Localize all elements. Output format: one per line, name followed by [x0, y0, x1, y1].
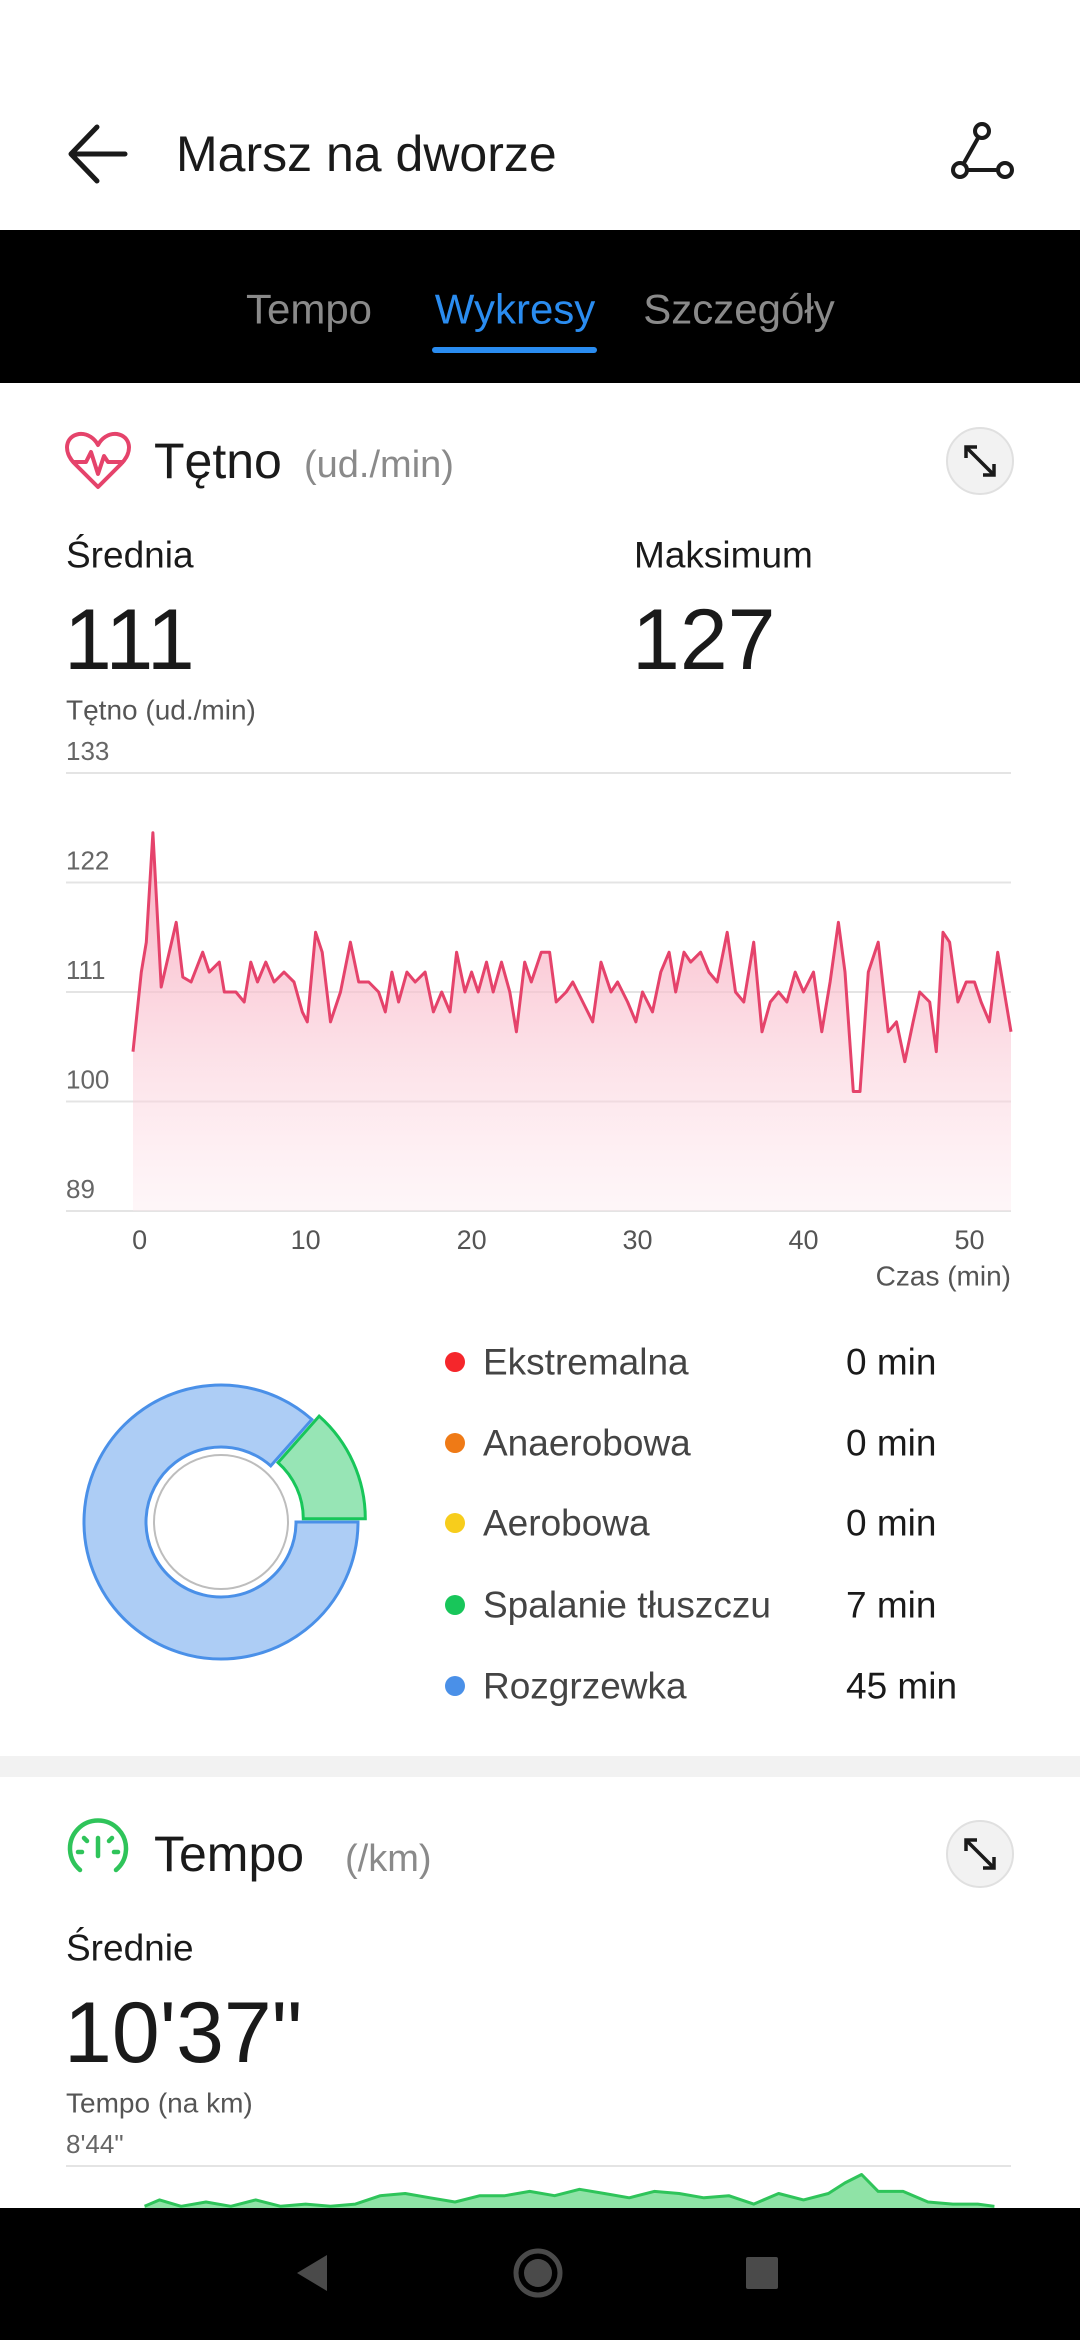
- legend-value: 0 min: [846, 1342, 936, 1383]
- donut-segment: [275, 1414, 367, 1521]
- stat-value: 111: [64, 592, 195, 688]
- back-button[interactable]: [68, 124, 128, 184]
- tab-indicator: [432, 347, 597, 353]
- y-tick-label: 100: [66, 1065, 109, 1095]
- y-tick-label: 89: [66, 1174, 95, 1204]
- y-tick-label: 8'44": [66, 2129, 124, 2159]
- legend-dot: [445, 1595, 465, 1615]
- legend-label: Anaerobowa: [483, 1423, 691, 1464]
- y-tick-label: 122: [66, 846, 109, 876]
- y-tick-label: 133: [66, 736, 109, 766]
- legend-label: Aerobowa: [483, 1503, 650, 1544]
- expand-button[interactable]: [946, 1820, 1014, 1888]
- heart-icon: [65, 431, 131, 489]
- legend-dot: [445, 1352, 465, 1372]
- x-tick-label: 30: [623, 1225, 653, 1255]
- legend-value: 0 min: [846, 1423, 936, 1464]
- stat-label: Średnia: [66, 534, 194, 576]
- legend-value: 7 min: [846, 1585, 936, 1626]
- stat-label: Średnie: [66, 1927, 194, 1969]
- y-axis-title: Tempo (na km): [66, 2088, 253, 2119]
- section-unit: (ud./min): [304, 444, 454, 486]
- x-tick-label: 0: [132, 1225, 147, 1255]
- expand-button[interactable]: [946, 427, 1014, 495]
- tab[interactable]: Szczegóły: [643, 286, 834, 333]
- tempo-chart: [66, 2165, 1011, 2208]
- x-axis-title: Czas (min): [876, 1261, 1011, 1292]
- line: [131, 831, 1013, 1093]
- legend-dot: [445, 1433, 465, 1453]
- nav-recents[interactable]: [746, 2257, 778, 2289]
- y-tick-label: 111: [66, 955, 106, 985]
- section-title: Tętno: [154, 433, 282, 489]
- route-button[interactable]: [951, 122, 1014, 179]
- x-tick-label: 40: [789, 1225, 819, 1255]
- nav-back[interactable]: [297, 2255, 327, 2291]
- tab[interactable]: Tempo: [246, 286, 372, 333]
- stat-value: 10'37": [64, 1985, 302, 2081]
- stat-label: Maksimum: [634, 535, 813, 576]
- section-unit: (/km): [345, 1838, 432, 1880]
- tab-active[interactable]: Wykresy: [435, 286, 596, 333]
- legend-label: Ekstremalna: [483, 1342, 689, 1383]
- legend-value: 45 min: [846, 1666, 957, 1707]
- x-tick-label: 50: [954, 1225, 984, 1255]
- tab-bar: [0, 230, 1080, 383]
- legend-dot: [445, 1676, 465, 1696]
- legend-label: Spalanie tłuszczu: [483, 1585, 771, 1626]
- page-title: Marsz na dworze: [176, 126, 557, 182]
- section-title: Tempo: [154, 1826, 304, 1882]
- legend-dot: [445, 1513, 465, 1533]
- area: [144, 2174, 995, 2208]
- stat-value: 127: [632, 592, 776, 688]
- nav-home[interactable]: [513, 2248, 563, 2298]
- x-tick-label: 20: [457, 1225, 487, 1255]
- card-separator: [0, 1756, 1080, 1777]
- donut-segment: [82, 1383, 360, 1661]
- line: [144, 2173, 995, 2208]
- area: [133, 832, 1011, 1211]
- legend-value: 0 min: [846, 1503, 936, 1544]
- y-axis-title: Tętno (ud./min): [66, 695, 256, 726]
- tempo-icon: [67, 1818, 129, 1873]
- donut-center: [153, 1454, 289, 1590]
- x-tick-label: 10: [291, 1225, 321, 1255]
- legend-label: Rozgrzewka: [483, 1666, 687, 1707]
